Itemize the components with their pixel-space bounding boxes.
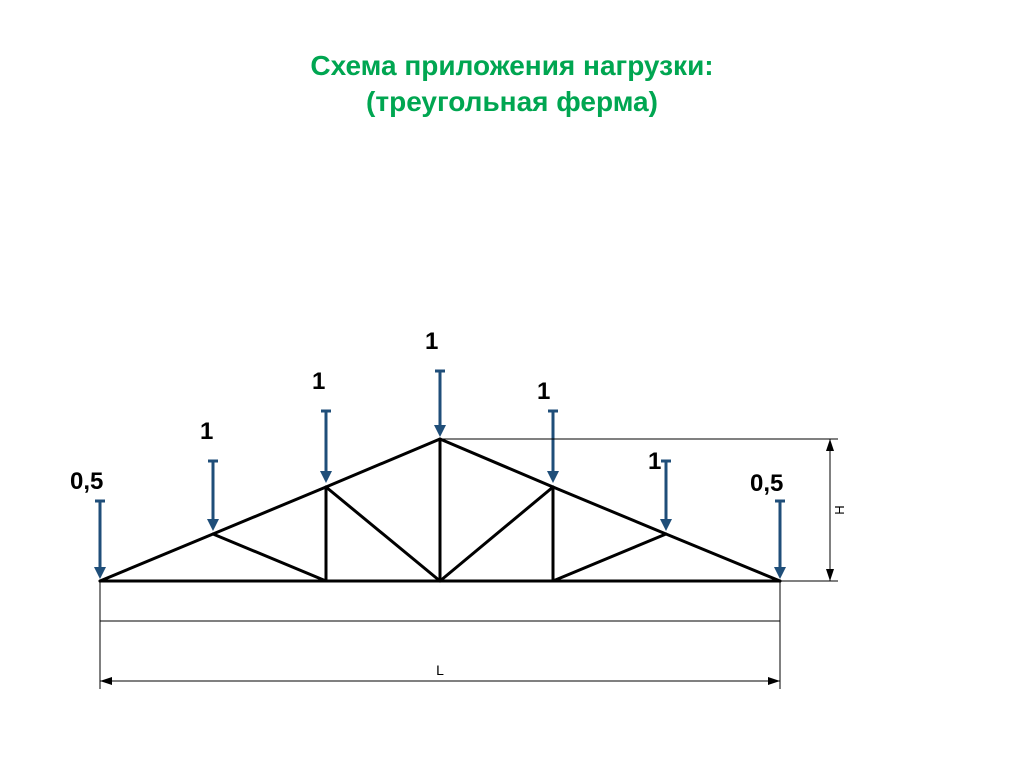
load-label: 1 [200, 418, 213, 445]
load-label: 1 [648, 448, 661, 475]
truss-member [666, 534, 780, 581]
dimension-H-label: H [832, 505, 847, 514]
truss-member [326, 439, 440, 487]
load-label: 0,5 [750, 470, 783, 497]
truss-member [326, 487, 440, 581]
load-label: 1 [537, 378, 550, 405]
truss-member [213, 487, 326, 534]
load-arrows: 0,5 1 1 1 1 1 0,5 [70, 328, 786, 579]
truss-member [553, 534, 666, 581]
load-label: 1 [425, 328, 438, 355]
title-line2: (треугольная ферма) [0, 84, 1024, 120]
truss-member [213, 534, 326, 581]
truss-members [100, 439, 780, 581]
truss-member [553, 487, 666, 534]
load-arrowhead-icon [660, 519, 672, 531]
load-arrowhead-icon [774, 567, 786, 579]
load-arrowhead-icon [320, 471, 332, 483]
truss-member [100, 534, 213, 581]
truss-member [440, 439, 553, 487]
load-label: 0,5 [70, 468, 103, 495]
load-arrowhead-icon [547, 471, 559, 483]
truss-member [440, 487, 553, 581]
title-line1: Схема приложения нагрузки: [0, 48, 1024, 84]
load-label: 1 [312, 368, 325, 395]
load-arrowhead-icon [207, 519, 219, 531]
truss-diagram: 0,5 1 1 1 1 1 0,5 L H [0, 121, 1024, 771]
load-arrowhead-icon [94, 567, 106, 579]
dimension-L-label: L [436, 662, 444, 678]
load-arrowhead-icon [434, 425, 446, 437]
diagram-title: Схема приложения нагрузки: (треугольная … [0, 0, 1024, 121]
